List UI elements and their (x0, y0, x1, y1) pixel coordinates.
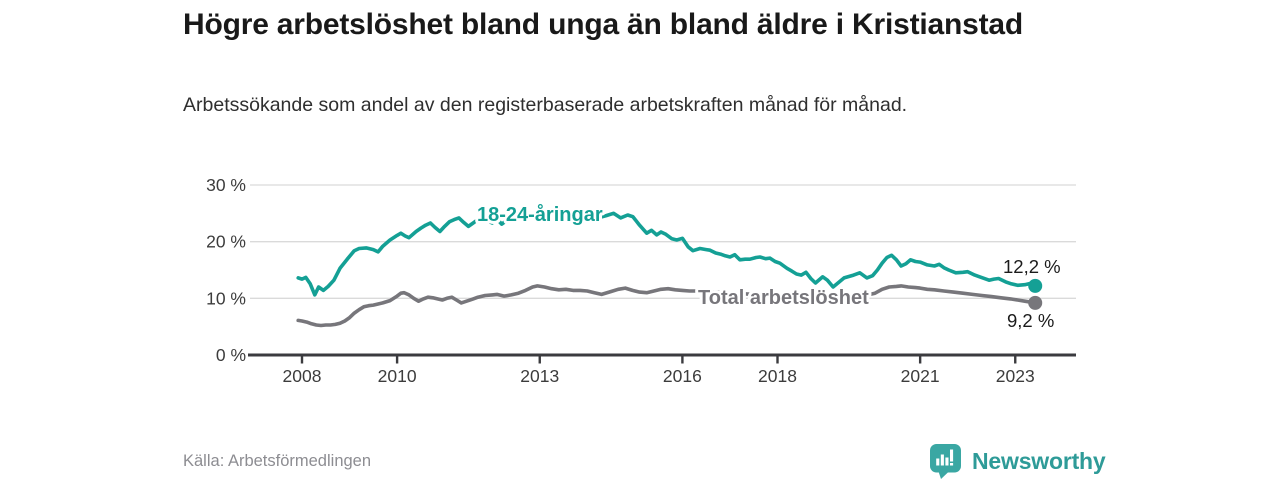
x-tick-label-2010: 2010 (378, 366, 417, 386)
series-line-total-arbetsl-shet (296, 284, 1037, 328)
logo-bar-2 (940, 454, 944, 465)
x-tick-label-2018: 2018 (758, 366, 797, 386)
series-end-dot-young (1028, 278, 1043, 293)
chart-subtitle: Arbetssökande som andel av den registerb… (183, 94, 908, 116)
x-tick-label-2023: 2023 (996, 366, 1035, 386)
x-tick-label-2008: 2008 (283, 366, 322, 386)
chart-title: Högre arbetslöshet bland unga än bland ä… (183, 8, 1024, 41)
y-tick-label-30: 30 % (206, 175, 246, 195)
end-value-label-total: 9,2 % (1007, 310, 1054, 331)
x-tick-label-2016: 2016 (663, 366, 702, 386)
logo-exclamation-dot (950, 462, 954, 465)
newsworthy-logo-text: Newsworthy (972, 447, 1106, 474)
logo-bar-3 (945, 457, 949, 465)
logo-bar-1 (936, 458, 940, 465)
series-label-young: 18-24-åringar (477, 203, 603, 226)
y-tick-label-0: 0 % (216, 345, 246, 365)
series-end-dot-total (1028, 295, 1043, 310)
series-line-18-24-ringar (296, 210, 1037, 297)
source-note: Källa: Arbetsförmedlingen (183, 452, 372, 470)
y-tick-label-20: 20 % (206, 232, 246, 252)
x-tick-label-2021: 2021 (901, 366, 940, 386)
x-tick-label-2013: 2013 (520, 366, 559, 386)
end-value-label-young: 12,2 % (1003, 256, 1061, 277)
bar-chart-speech-bubble-icon (930, 443, 961, 479)
y-tick-label-10: 10 % (206, 288, 246, 308)
series-label-total: Total arbetslöshet (698, 287, 869, 309)
logo-exclamation-bar (950, 449, 954, 461)
newsworthy-logo: Newsworthy (929, 442, 1106, 480)
